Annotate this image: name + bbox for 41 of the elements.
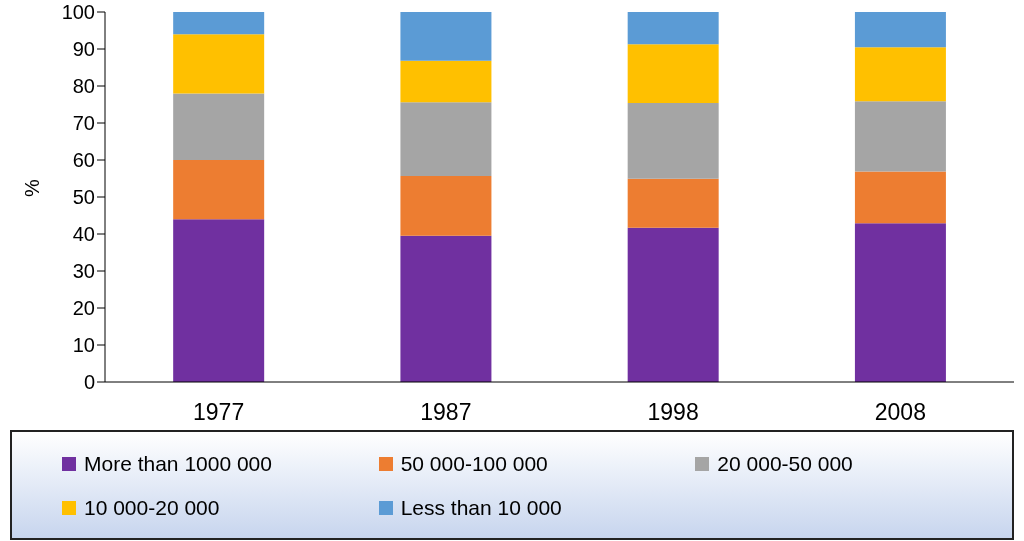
bar [400, 60, 492, 103]
legend-label: 20 000-50 000 [717, 452, 853, 476]
y-tick-label: 50 [72, 186, 95, 209]
y-tick-label: 60 [72, 149, 95, 172]
bar [173, 219, 265, 382]
y-tick-label: 100 [61, 1, 95, 24]
y-tick-label: 20 [72, 297, 95, 320]
y-tick-label: 40 [72, 223, 95, 246]
bar [173, 93, 265, 160]
legend-label: 50 000-100 000 [400, 452, 548, 476]
bar [854, 101, 946, 172]
x-tick-label: 1977 [193, 399, 245, 426]
bar [854, 47, 946, 102]
x-tick-label: 2008 [874, 399, 926, 426]
bar [173, 160, 265, 220]
bar [400, 235, 492, 382]
y-tick-label: 90 [72, 38, 95, 61]
bar [173, 34, 265, 94]
bar [627, 44, 719, 104]
y-tick-label: 70 [72, 112, 95, 135]
y-tick-label: 10 [72, 334, 95, 357]
legend-label: Less than 10 000 [400, 496, 562, 520]
bar [854, 12, 946, 48]
bar [627, 227, 719, 382]
legend-label: 10 000-20 000 [84, 496, 220, 520]
y-tick-label: 30 [72, 260, 95, 283]
bar [627, 12, 719, 45]
bar [173, 12, 265, 35]
bar [400, 12, 492, 61]
bar [400, 175, 492, 236]
bar [854, 223, 946, 382]
x-tick-label: 1998 [647, 399, 699, 426]
y-tick-label: 80 [72, 75, 95, 98]
y-tick-label: 0 [83, 371, 95, 394]
bar [627, 103, 719, 179]
legend-label: More than 1000 000 [84, 452, 272, 476]
x-tick-label: 1987 [420, 399, 472, 426]
bar [400, 102, 492, 176]
bar [854, 171, 946, 224]
y-axis-title: % [21, 179, 44, 197]
bar [627, 178, 719, 228]
